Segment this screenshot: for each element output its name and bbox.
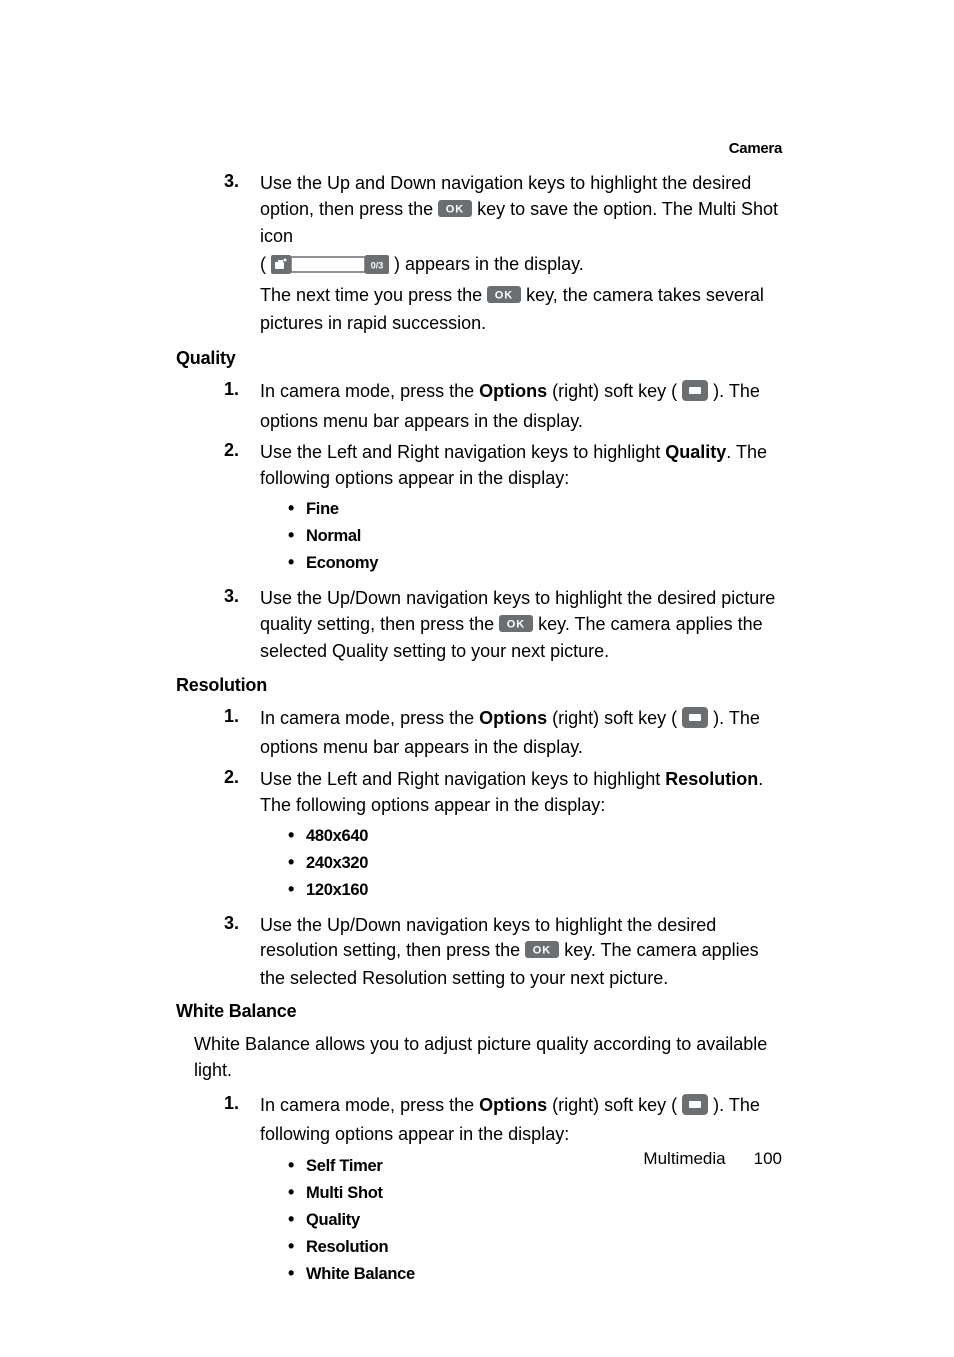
svg-text:OK: OK [446,203,465,215]
option-item: 120x160 [288,876,782,903]
step-number: 2. [224,767,260,907]
svg-text:OK: OK [507,618,526,630]
option-item: Quality [288,1206,782,1233]
list-item: 3. Use the Up and Down navigation keys t… [224,171,782,338]
svg-text:OK: OK [495,290,514,302]
step-number: 1. [224,1093,260,1291]
step-number: 3. [224,171,260,338]
section-heading-resolution: Resolution [176,675,782,696]
step-number: 1. [224,379,260,434]
footer-section: Multimedia [643,1149,725,1168]
header-breadcrumb: Camera [176,140,782,157]
option-item: Multi Shot [288,1179,782,1206]
body-text: (right) soft key ( [547,708,682,728]
svg-text:OK: OK [533,945,552,957]
step-number: 2. [224,440,260,580]
list-item: 3. Use the Up/Down navigation keys to hi… [224,913,782,992]
list-item: 1. In camera mode, press the Options (ri… [224,706,782,761]
step-number: 1. [224,706,260,761]
step-number: 3. [224,913,260,992]
softkey-icon [682,1094,708,1123]
body-text: ) appears in the display. [394,254,584,274]
section-intro: White Balance allows you to adjust pictu… [194,1032,782,1082]
page-footer: Multimedia 100 [643,1149,782,1169]
body-text: In camera mode, press the [260,1095,479,1115]
body-text: Use the Left and Right navigation keys t… [260,769,665,789]
option-item: Fine [288,495,782,522]
ok-key-icon: OK [438,199,472,225]
section-heading-quality: Quality [176,348,782,369]
ok-key-icon: OK [487,285,521,311]
body-text: The next time you press the [260,285,487,305]
body-text: (right) soft key ( [547,1095,682,1115]
step-number: 3. [224,586,260,665]
option-item: Economy [288,549,782,576]
softkey-icon [682,380,708,409]
body-keyword: Options [479,381,547,401]
option-item: White Balance [288,1260,782,1287]
option-item: Normal [288,522,782,549]
body-keyword: Options [479,1095,547,1115]
ok-key-icon: OK [499,614,533,640]
body-text: In camera mode, press the [260,708,479,728]
section-heading-white-balance: White Balance [176,1001,782,1022]
body-text: (right) soft key ( [547,381,682,401]
body-keyword: Resolution [665,769,758,789]
list-item: 3. Use the Up/Down navigation keys to hi… [224,586,782,665]
list-item: 1. In camera mode, press the Options (ri… [224,379,782,434]
body-text: Use the Left and Right navigation keys t… [260,442,665,462]
body-keyword: Quality [665,442,726,462]
option-item: Resolution [288,1233,782,1260]
softkey-icon [682,707,708,736]
ok-key-icon: OK [525,940,559,966]
option-item: 240x320 [288,849,782,876]
body-text: In camera mode, press the [260,381,479,401]
list-item: 1. In camera mode, press the Options (ri… [224,1093,782,1291]
body-text: ( [260,254,271,274]
list-item: 2. Use the Left and Right navigation key… [224,440,782,580]
body-keyword: Options [479,708,547,728]
page-number: 100 [754,1149,782,1168]
list-item: 2. Use the Left and Right navigation key… [224,767,782,907]
svg-text:0/3: 0/3 [371,260,384,270]
multishot-indicator-icon: 0/3 [271,255,389,282]
option-item: 480x640 [288,822,782,849]
